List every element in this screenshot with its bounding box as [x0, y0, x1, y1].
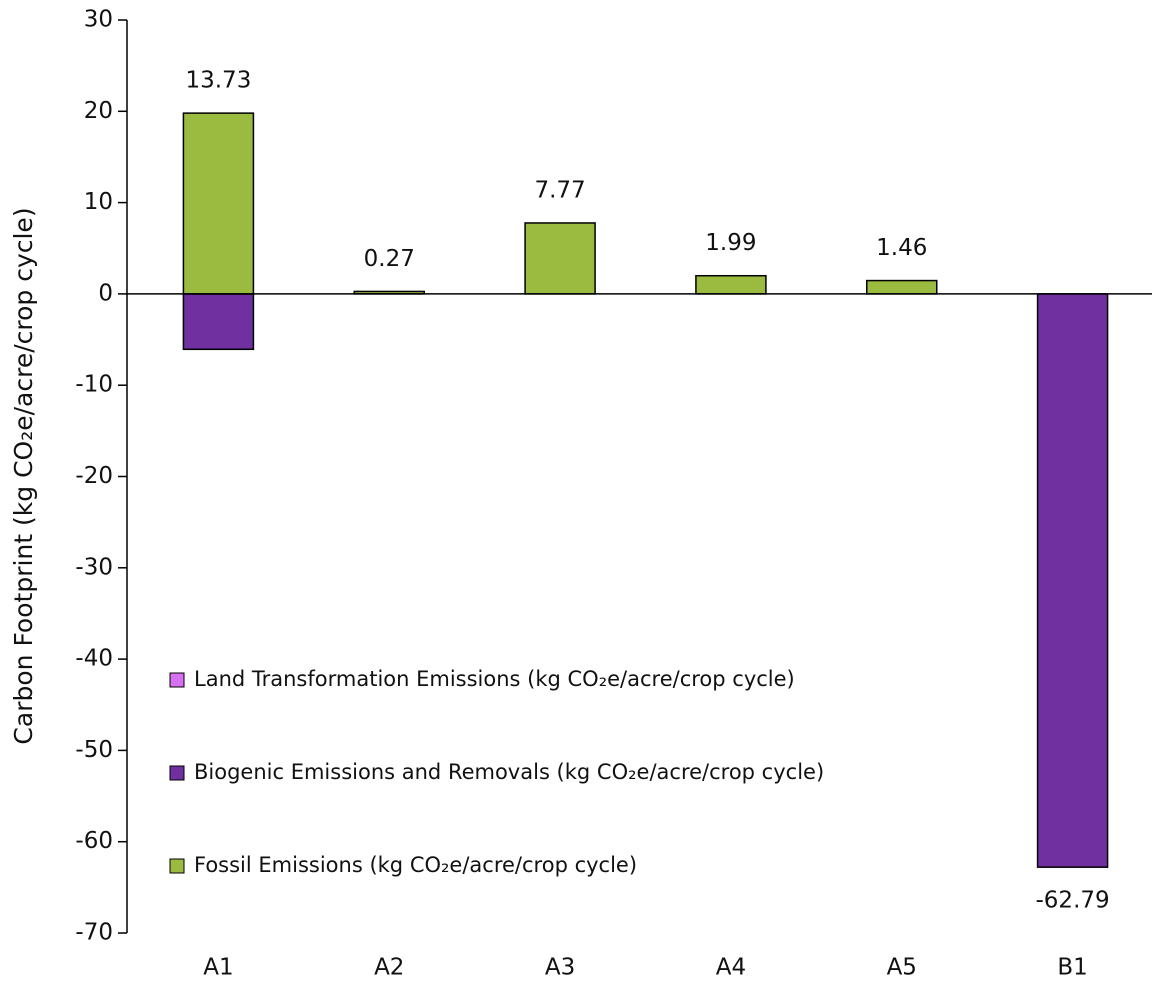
data-label: 1.46: [876, 235, 927, 261]
bar-segment: [182, 112, 255, 295]
y-tick-label: 0: [98, 280, 113, 306]
y-tick-label: -70: [75, 920, 113, 946]
x-tick-label: A3: [545, 955, 575, 981]
y-tick-label: -60: [75, 828, 113, 854]
data-label: 1.99: [705, 230, 756, 256]
data-label: 7.77: [534, 177, 585, 203]
y-tick-label: 10: [84, 189, 113, 215]
y-tick-label: -40: [75, 646, 113, 672]
legend-swatch: [169, 858, 185, 874]
y-tick-label: -20: [75, 463, 113, 489]
legend-label: Fossil Emissions (kg CO₂e/acre/crop cycl…: [194, 853, 637, 877]
legend-swatch: [169, 765, 185, 781]
x-tick-label: A1: [203, 955, 233, 981]
bar-segment: [1036, 293, 1109, 868]
legend-swatch: [169, 672, 185, 688]
y-tick-label: 20: [84, 98, 113, 124]
x-tick-label: A5: [887, 955, 917, 981]
y-tick-label: -10: [75, 372, 113, 398]
bar-segment: [182, 293, 255, 351]
bar-segment: [524, 222, 596, 295]
data-label: 13.73: [185, 68, 251, 94]
x-tick-label: B1: [1057, 955, 1087, 981]
y-tick-label: 30: [84, 7, 113, 33]
data-label: -62.79: [1036, 888, 1110, 914]
x-tick-label: A4: [716, 955, 746, 981]
bar-segment: [695, 274, 767, 295]
x-tick-label: A2: [374, 955, 404, 981]
legend-label: Biogenic Emissions and Removals (kg CO₂e…: [194, 760, 824, 784]
bar-segment: [866, 279, 938, 295]
data-label: 0.27: [364, 246, 415, 272]
legend-label: Land Transformation Emissions (kg CO₂e/a…: [194, 667, 795, 691]
y-axis-title: Carbon Footprint (kg CO₂e/acre/crop cycl…: [9, 207, 38, 744]
y-tick-label: -30: [75, 554, 113, 580]
y-tick-label: -50: [75, 737, 113, 763]
